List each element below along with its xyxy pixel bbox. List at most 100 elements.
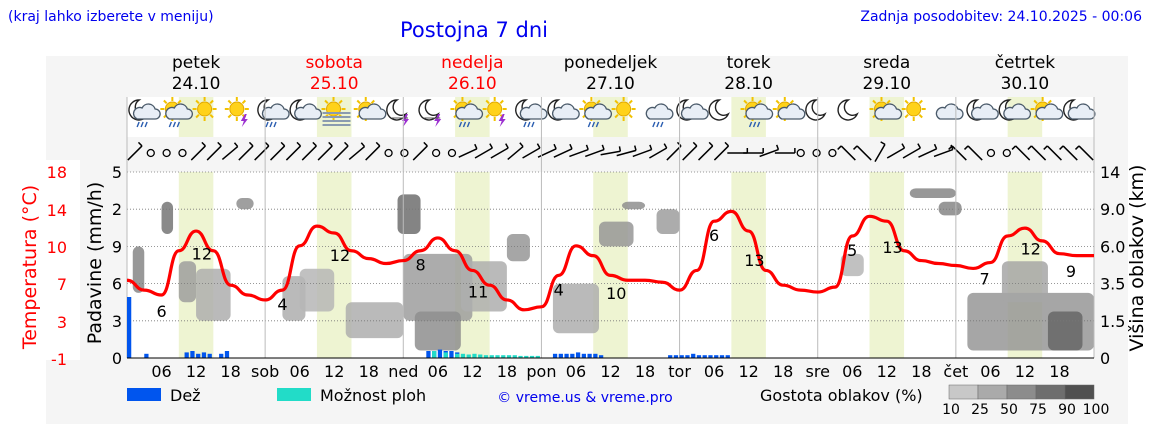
wind-barb	[458, 148, 478, 158]
wind-barb	[902, 147, 921, 159]
wind-row	[127, 141, 1094, 163]
temperature-label: 7	[980, 270, 990, 289]
rain-bar	[558, 353, 563, 358]
sun-ray	[195, 99, 200, 105]
wind-barb-flag	[296, 141, 302, 147]
rain-bar	[184, 352, 189, 358]
rain-drop	[756, 121, 761, 128]
wind-barb	[713, 145, 730, 161]
day-abbr-tick: ned	[388, 362, 418, 381]
rain-bar	[696, 355, 702, 358]
rain-bar	[702, 355, 707, 358]
cloud-patch	[132, 246, 145, 293]
sun-icon	[611, 97, 636, 121]
rain-drop	[144, 121, 148, 128]
hour-tick: 06	[289, 362, 309, 381]
moon-cloud-rain-icon	[128, 99, 161, 128]
moon-icon	[837, 99, 859, 121]
hour-tick: 12	[877, 362, 897, 381]
wind-barb	[632, 148, 652, 158]
rain-drop	[587, 121, 592, 128]
wind-barb-flag	[375, 141, 381, 147]
legend-rain-label: Dež	[170, 386, 201, 405]
sun-disc	[616, 101, 632, 117]
temp-tick-label: -1	[51, 350, 67, 369]
wind-barb-flag	[649, 144, 653, 150]
cloud-patch	[414, 311, 461, 351]
wind-barb-flag	[137, 141, 143, 147]
rain-drop	[136, 121, 140, 128]
wind-barb	[285, 145, 302, 161]
hour-tick: 06	[704, 362, 724, 381]
cloud-shape	[584, 103, 612, 120]
sun-ray	[596, 99, 601, 105]
sun-disc	[906, 101, 922, 117]
cloud-tick-label: 0	[1100, 349, 1110, 368]
rain-bar	[190, 351, 195, 358]
wind-barb	[666, 145, 682, 161]
rain-bar	[449, 351, 454, 358]
wind-barb-flag	[217, 141, 222, 147]
hour-tick: 12	[600, 362, 620, 381]
wind-barb-flag	[1043, 145, 1048, 150]
cloud-patch	[656, 209, 680, 234]
moon-icon	[805, 99, 827, 121]
sun-cloud-icon	[772, 97, 806, 121]
moon-shape	[837, 99, 859, 121]
sun-thunder-icon	[482, 97, 507, 127]
wind-barb-flag	[280, 141, 286, 147]
precip-tick-label: 0	[112, 349, 122, 368]
rain-drop	[269, 121, 273, 128]
wind-barb	[474, 147, 493, 159]
wind-barb	[918, 148, 937, 158]
cloud-tick-label: 6.0	[1100, 237, 1125, 256]
sun-ray	[227, 99, 232, 105]
rain-bar	[679, 355, 684, 358]
sun-ray	[1033, 99, 1038, 105]
temperature-label: 10	[606, 284, 626, 303]
cloud-density-label: Gostota oblakov (%)	[760, 386, 923, 405]
wind-barb-flag	[553, 143, 557, 150]
wind-barb	[238, 145, 254, 161]
rain-bar	[587, 353, 592, 358]
sun-ray	[356, 99, 361, 105]
wind-barb	[1078, 145, 1094, 161]
cloud-shape	[261, 103, 290, 120]
temperature-label: 6	[156, 302, 166, 321]
precip-axis-title: Padavine (mm/h)	[84, 182, 106, 345]
rain-drop	[752, 121, 757, 128]
moon-thunder-icon	[418, 99, 442, 127]
sun-icon	[901, 97, 926, 121]
rain-bar	[426, 351, 431, 358]
sun-ray	[757, 99, 762, 105]
wind-barb	[1046, 145, 1062, 161]
rain-bar	[127, 297, 132, 358]
cloud-shape	[455, 103, 484, 120]
wind-barb	[1015, 145, 1031, 161]
wind-barb-flag	[1027, 145, 1032, 150]
wind-barb	[365, 145, 381, 161]
rain-bar	[668, 355, 673, 358]
rain-drop	[462, 121, 467, 128]
cloud-patch	[622, 201, 646, 210]
temperature-label: 6	[709, 226, 719, 245]
cloud-rain-icon	[645, 103, 674, 128]
sun-ray	[227, 113, 232, 119]
calm-marker	[828, 148, 837, 158]
shower-bar	[495, 355, 500, 358]
density-swatch	[977, 384, 1008, 400]
sun-cloud-rain-icon	[450, 97, 484, 128]
temperature-line	[126, 209, 1094, 312]
calm-marker	[384, 148, 393, 158]
hour-tick: 18	[1049, 362, 1069, 381]
wind-barb-flag	[633, 145, 637, 151]
sun-cloud-rain-icon	[160, 97, 193, 128]
hour-tick: 06	[428, 362, 448, 381]
wind-barb-flag	[201, 141, 206, 147]
sun-disc	[487, 101, 503, 117]
wind-barb	[682, 145, 698, 161]
wind-barb-flag	[489, 143, 493, 149]
day-date: 26.10	[448, 74, 497, 94]
moon-cloud-icon	[998, 99, 1031, 121]
temp-tick-label: 18	[47, 163, 67, 182]
